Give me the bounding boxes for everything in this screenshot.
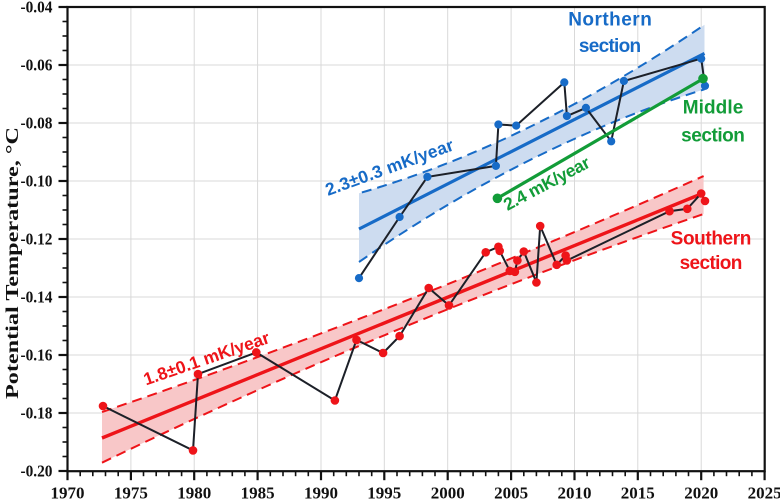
svg-text:section: section xyxy=(681,126,745,147)
svg-text:1990: 1990 xyxy=(304,484,338,502)
svg-text:-0.16: -0.16 xyxy=(21,346,53,365)
svg-text:2010: 2010 xyxy=(558,484,592,502)
svg-text:1970: 1970 xyxy=(51,484,85,502)
svg-text:-0.14: -0.14 xyxy=(21,288,53,307)
svg-text:1980: 1980 xyxy=(177,484,211,502)
svg-text:Northern: Northern xyxy=(568,10,652,31)
svg-text:-0.12: -0.12 xyxy=(21,230,53,249)
svg-text:2000: 2000 xyxy=(431,484,465,502)
svg-text:Southern: Southern xyxy=(671,229,752,250)
svg-text:-0.08: -0.08 xyxy=(21,114,53,133)
svg-text:Potential Temperature, °C: Potential Temperature, °C xyxy=(2,127,22,399)
svg-text:Middle: Middle xyxy=(683,98,744,119)
svg-text:2020: 2020 xyxy=(684,484,718,502)
svg-text:-0.20: -0.20 xyxy=(21,462,53,481)
svg-text:section: section xyxy=(680,253,743,274)
svg-text:section: section xyxy=(579,36,641,57)
svg-text:1985: 1985 xyxy=(241,484,275,502)
svg-text:-0.04: -0.04 xyxy=(21,0,53,17)
svg-text:2015: 2015 xyxy=(621,484,655,502)
svg-text:-0.06: -0.06 xyxy=(21,56,53,75)
svg-text:-0.10: -0.10 xyxy=(21,172,53,191)
svg-text:1995: 1995 xyxy=(367,484,401,502)
svg-text:1975: 1975 xyxy=(114,484,148,502)
svg-text:-0.18: -0.18 xyxy=(21,404,53,423)
svg-text:2005: 2005 xyxy=(494,484,528,502)
svg-text:2025: 2025 xyxy=(748,484,780,502)
